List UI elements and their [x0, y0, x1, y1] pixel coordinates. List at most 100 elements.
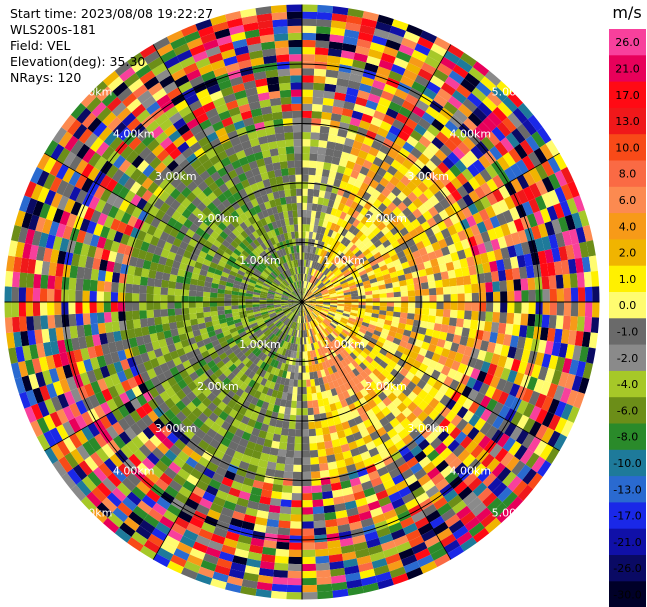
velocity-gate: [346, 261, 354, 269]
velocity-gate: [312, 103, 323, 112]
velocity-gate: [426, 217, 437, 228]
start-time-label: Start time: 2023/08/08 19:22:27: [10, 6, 214, 21]
elevation-label: Elevation(deg): 35.30: [10, 54, 146, 69]
velocity-gate: [422, 147, 435, 160]
velocity-gate: [548, 173, 561, 190]
velocity-gate: [385, 77, 400, 89]
velocity-gate: [394, 88, 409, 100]
velocity-gate: [481, 136, 495, 151]
velocity-gate: [332, 6, 349, 16]
velocity-gate: [308, 296, 316, 300]
velocity-gate: [324, 155, 333, 164]
velocity-gate: [437, 238, 448, 249]
velocity-gate: [413, 123, 427, 136]
velocity-gate: [333, 99, 345, 108]
velocity-gate: [332, 201, 341, 210]
velocity-gate: [363, 283, 372, 289]
velocity-gate: [310, 139, 319, 147]
velocity-gate: [491, 126, 506, 142]
velocity-gate: [392, 196, 403, 207]
velocity-gate: [470, 145, 484, 160]
velocity-gate: [347, 176, 357, 186]
velocity-gate: [335, 209, 343, 218]
velocity-gate: [502, 257, 512, 270]
velocity-gate: [304, 289, 309, 296]
velocity-gate: [344, 294, 352, 298]
velocity-gate: [487, 228, 498, 241]
velocity-gate: [476, 221, 488, 234]
velocity-gate: [371, 263, 380, 271]
velocity-gate: [480, 76, 497, 92]
velocity-gate: [491, 202, 503, 216]
velocity-gate: [430, 224, 441, 235]
velocity-gate: [327, 287, 336, 292]
velocity-gate: [358, 31, 374, 42]
velocity-gate: [389, 25, 407, 38]
velocity-gate: [303, 288, 306, 296]
velocity-gate: [330, 238, 338, 247]
velocity-gate: [303, 266, 306, 274]
velocity-gate: [341, 43, 357, 53]
velocity-gate: [348, 192, 357, 201]
velocity-gate: [468, 177, 481, 191]
velocity-gate: [312, 196, 319, 205]
velocity-gate: [376, 66, 391, 78]
velocity-gate: [324, 191, 332, 200]
velocity-gate: [428, 234, 438, 245]
velocity-gate: [507, 91, 524, 108]
velocity-gate: [315, 294, 323, 298]
velocity-gate: [472, 212, 484, 225]
velocity-gate: [343, 213, 352, 223]
velocity-gate: [479, 252, 490, 264]
velocity-gate: [326, 284, 334, 290]
velocity-gate: [447, 269, 456, 279]
velocity-gate: [388, 101, 402, 113]
velocity-gate: [496, 259, 505, 271]
velocity-gate: [322, 277, 329, 283]
velocity-gate: [313, 254, 318, 262]
velocity-gate: [363, 228, 373, 237]
velocity-gate: [312, 232, 317, 240]
velocity-gate: [428, 206, 439, 218]
velocity-gate: [368, 146, 380, 157]
velocity-gate: [502, 96, 518, 113]
velocity-gate: [322, 242, 328, 251]
velocity-gate: [522, 119, 537, 136]
velocity-gate: [563, 287, 572, 302]
velocity-gate: [349, 117, 362, 127]
velocity-gate: [308, 299, 316, 301]
velocity-gate: [537, 127, 552, 144]
velocity-gate: [471, 87, 487, 102]
velocity-gate: [302, 195, 308, 203]
velocity-gate: [351, 270, 359, 277]
velocity-gate: [462, 194, 474, 207]
velocity-gate: [329, 294, 337, 298]
velocity-gate: [330, 265, 338, 272]
velocity-gate: [500, 223, 511, 237]
velocity-gate: [355, 282, 364, 288]
velocity-gate: [424, 244, 435, 254]
velocity-gate: [463, 117, 478, 132]
velocity-gate: [306, 252, 310, 260]
velocity-gate: [325, 148, 335, 157]
instrument-label: WLS200s-181: [10, 22, 96, 37]
velocity-gate: [330, 163, 339, 172]
velocity-gate: [567, 258, 577, 274]
velocity-gate: [494, 141, 509, 157]
velocity-gate: [502, 152, 516, 167]
velocity-gate: [302, 245, 305, 253]
velocity-gate: [323, 227, 330, 236]
velocity-gate: [364, 287, 372, 292]
velocity-gate: [310, 284, 316, 291]
velocity-gate: [342, 268, 350, 275]
velocity-gate: [486, 131, 501, 146]
velocity-gate: [504, 268, 514, 281]
velocity-gate: [313, 289, 320, 295]
velocity-gate: [411, 49, 428, 63]
velocity-gate: [320, 289, 328, 294]
velocity-gate: [445, 193, 457, 206]
velocity-gate: [437, 161, 450, 174]
velocity-gate: [316, 298, 324, 301]
velocity-gate: [438, 174, 451, 187]
velocity-gate: [304, 245, 308, 253]
